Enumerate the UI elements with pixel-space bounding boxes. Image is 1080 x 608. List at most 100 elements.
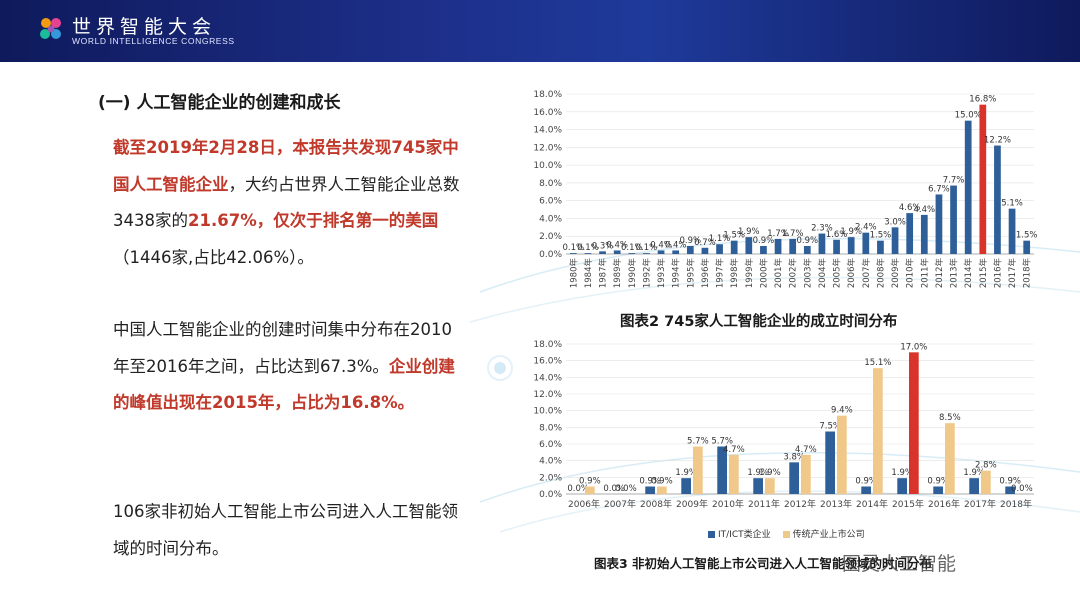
y-tick-label: 8.0% xyxy=(539,423,562,433)
data-label: 2.3% xyxy=(811,224,833,234)
bar xyxy=(657,486,667,494)
watermark: 图灵人工智能 xyxy=(842,553,957,575)
x-tick-label: 2008年 xyxy=(875,258,886,289)
paragraph-distribution: 中国人工智能企业的创建时间集中分布在2010年至2016年之间，占比达到67.3… xyxy=(113,312,463,422)
chart-founding-distribution: 0.0% 2.0% 4.0% 6.0% 8.0% 10.0% 12.0% 14.0% 16.0%… xyxy=(533,90,1037,289)
legend-label-it: IT/ICT类企业 xyxy=(718,530,771,540)
legend-item-it: IT/ICT类企业 xyxy=(708,527,771,540)
x-tick-label: 2009年 xyxy=(676,498,708,510)
bar xyxy=(672,250,680,254)
x-tick-label: 2007年 xyxy=(604,498,636,510)
x-tick-label: 1989年 xyxy=(612,258,623,289)
bar xyxy=(701,247,709,254)
x-tick-label: 2018年 xyxy=(1022,258,1033,289)
bar xyxy=(818,233,826,254)
bar xyxy=(920,214,928,254)
data-label: 6.7% xyxy=(928,184,950,194)
y-tick-label: 12.0% xyxy=(533,143,562,153)
bar xyxy=(584,253,592,254)
y-tick-label: 14.0% xyxy=(533,373,562,383)
data-label: 1.9% xyxy=(840,227,862,237)
bar xyxy=(825,431,835,494)
bar xyxy=(933,486,943,494)
bar xyxy=(979,104,987,255)
x-tick-label: 2014年 xyxy=(963,258,974,289)
data-label: 1.9% xyxy=(738,227,760,237)
data-label: 1.7% xyxy=(767,229,789,239)
x-tick-label: 2017年 xyxy=(964,498,996,510)
bar xyxy=(897,478,907,494)
data-label: 0.9% xyxy=(680,236,702,246)
data-label: 4.6% xyxy=(899,203,921,213)
data-label: 17.0% xyxy=(900,342,927,352)
data-label: 0.0% xyxy=(603,484,625,494)
y-tick-label: 4.0% xyxy=(539,214,562,224)
y-tick-label: 6.0% xyxy=(539,440,562,450)
y-tick-label: 10.0% xyxy=(533,407,562,417)
section-title: (一) 人工智能企业的创建和成长 xyxy=(98,93,341,113)
data-label: 0.4% xyxy=(665,240,687,250)
brand-name-en: WORLD INTELLIGENCE CONGRESS xyxy=(72,36,235,46)
x-tick-label: 2007年 xyxy=(861,258,872,289)
x-tick-label: 2011年 xyxy=(919,258,930,289)
data-label: 0.1% xyxy=(577,243,599,253)
data-label: 7.7% xyxy=(943,176,965,186)
data-label: 7.5% xyxy=(819,422,841,432)
data-label: 0.1% xyxy=(636,243,658,253)
text-distribution: 中国人工智能企业的创建时间集中分布在2010年至2016年之间，占比达到67.3… xyxy=(113,320,452,376)
y-tick-label: 16.0% xyxy=(533,357,562,367)
x-tick-label: 2017年 xyxy=(1007,258,1018,289)
x-tick-label: 2011年 xyxy=(748,498,780,510)
data-label: 5.7% xyxy=(687,437,709,447)
bar xyxy=(681,478,691,494)
bar xyxy=(891,227,899,254)
x-tick-label: 2002年 xyxy=(788,258,799,289)
bar xyxy=(861,486,871,494)
y-tick-label: 16.0% xyxy=(533,108,562,118)
y-tick-label: 14.0% xyxy=(533,126,562,136)
highlight-count: 截至2019年2月28日，本报告共发现745家中国人工智能企业 xyxy=(113,138,459,194)
x-tick-label: 2015年 xyxy=(892,498,924,510)
data-label: 4.7% xyxy=(723,445,745,455)
bar xyxy=(906,213,914,254)
y-tick-label: 2.0% xyxy=(539,232,562,242)
data-label: 3.0% xyxy=(884,217,906,227)
bar xyxy=(833,239,840,254)
bar xyxy=(1005,486,1015,494)
chart-listed-entry: 0.0% 2.0% 4.0% 6.0% 8.0% 10.0% 12.0% 14.0% 16.0%… xyxy=(533,340,1034,510)
x-tick-label: 1996年 xyxy=(700,258,711,289)
data-label: 1.9% xyxy=(891,468,913,478)
data-label: 1.9% xyxy=(759,468,781,478)
x-tick-label: 2000年 xyxy=(758,258,769,289)
data-label: 16.8% xyxy=(969,95,996,105)
chart3-legend: IT/ICT类企业 传统产业上市公司 xyxy=(708,527,865,540)
bar xyxy=(950,185,957,254)
bar xyxy=(569,253,577,254)
x-tick-label: 2008年 xyxy=(640,498,672,510)
y-tick-label: 4.0% xyxy=(539,457,562,467)
x-tick-label: 2009年 xyxy=(890,258,901,289)
bar xyxy=(789,462,799,494)
legend-item-traditional: 传统产业上市公司 xyxy=(782,527,865,540)
x-tick-label: 1994年 xyxy=(671,258,682,289)
data-label: 0.4% xyxy=(650,240,672,250)
data-label: 8.5% xyxy=(939,413,961,423)
data-label: 1.9% xyxy=(675,468,697,478)
bar xyxy=(862,232,870,254)
x-tick-label: 1980年 xyxy=(568,258,579,289)
bar xyxy=(693,446,703,494)
bar xyxy=(935,194,943,254)
bar xyxy=(613,250,621,254)
data-label: 5.1% xyxy=(1001,199,1023,209)
data-label: 0.9% xyxy=(927,477,949,487)
data-label: 0.9% xyxy=(797,236,819,246)
text-us: （1446家,占比42.06%）。 xyxy=(113,247,314,267)
bar xyxy=(657,250,665,254)
y-tick-label: 0.0% xyxy=(539,250,562,260)
y-tick-label: 6.0% xyxy=(539,197,562,207)
x-tick-label: 2006年 xyxy=(846,258,857,289)
bar xyxy=(1023,240,1031,254)
x-tick-label: 2003年 xyxy=(802,258,813,289)
caption-chart2: 图表2 745家人工智能企业的成立时间分布 xyxy=(620,314,898,330)
x-tick-label: 2015年 xyxy=(978,258,989,289)
